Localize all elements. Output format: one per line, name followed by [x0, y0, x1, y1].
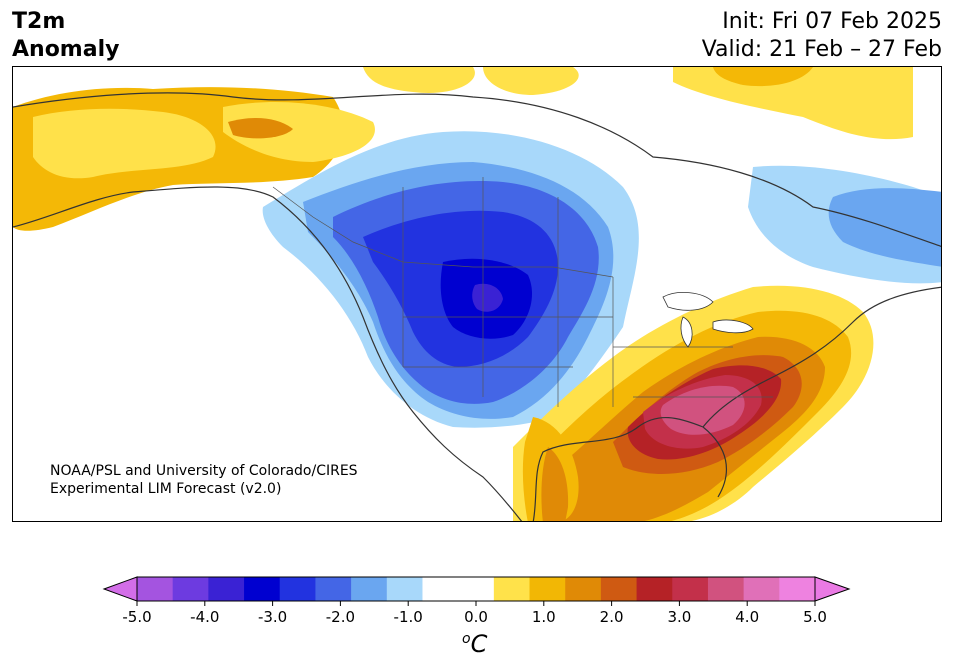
colorbar-tick-label: 2.0 [600, 608, 624, 626]
warm-pink [660, 385, 745, 435]
unit-letter: C [470, 630, 488, 658]
colorbar-cell [172, 577, 209, 601]
map-canvas: NOAA/PSL and University of Colorado/CIRE… [13, 67, 941, 521]
title-line-1: T2m [12, 9, 66, 34]
colorbar-cell [743, 577, 780, 601]
colorbar-cell [529, 577, 566, 601]
colorbar-cell [672, 577, 709, 601]
map-title: T2m Anomaly [12, 8, 119, 64]
yukon-deep-warm [228, 117, 293, 139]
colorbar-ticks: -5.0 -4.0 -3.0 -2.0 -1.0 0.0 1.0 2.0 3.0 4.0 5.0 [122, 601, 827, 626]
colorbar-cell [315, 577, 352, 601]
cold-center [472, 283, 503, 312]
colorbar-cell [137, 577, 174, 601]
greenland-orange [713, 67, 813, 87]
colorbar-cell [386, 577, 423, 601]
init-date: Init: Fri 07 Feb 2025 [722, 9, 942, 34]
unit-degree: o [462, 631, 471, 647]
colorbar-tick-label: 0.0 [464, 608, 488, 626]
colorbar-cell [458, 577, 495, 601]
colorbar-tick-label: 1.0 [532, 608, 556, 626]
svg-text:Experimental LIM Forecast (v2.: Experimental LIM Forecast (v2.0) [50, 481, 281, 497]
colorbar-cell [351, 577, 388, 601]
colorbar-tick-label: 3.0 [667, 608, 691, 626]
colorbar-cell [422, 577, 459, 601]
colorbar-tick-label: -3.0 [258, 608, 287, 626]
colorbar-tick-label: 4.0 [735, 608, 759, 626]
colorbar-tick-label: -4.0 [190, 608, 219, 626]
mexico-deep-warm [541, 447, 569, 521]
colorbar-over-arrow [814, 576, 851, 602]
colorbar-cell [779, 577, 816, 601]
colorbar-cell [244, 577, 281, 601]
svg-text:NOAA/PSL and University of Col: NOAA/PSL and University of Colorado/CIRE… [50, 463, 358, 479]
coastlines [13, 92, 941, 521]
anomaly-map: NOAA/PSL and University of Colorado/CIRE… [12, 66, 942, 522]
greenland-warm [673, 67, 913, 140]
colorbar-cell [493, 577, 531, 601]
colorbar-cell [636, 577, 673, 601]
forecast-dates: Init: Fri 07 Feb 2025 Valid: 21 Feb – 27… [702, 8, 942, 64]
title-line-2: Anomaly [12, 37, 120, 62]
colorbar-tick-label: -2.0 [326, 608, 355, 626]
colorbar-cell [565, 577, 602, 601]
state-borders [272, 177, 773, 407]
colorbar-cell [707, 577, 745, 601]
colorbar-under-arrow [102, 576, 138, 602]
colorbar-tick-label: 5.0 [803, 608, 827, 626]
alaska-light-warm [33, 108, 216, 179]
credit-text: NOAA/PSL and University of Colorado/CIRE… [50, 463, 358, 497]
valid-date: Valid: 21 Feb – 27 Feb [701, 37, 942, 62]
colorbar-tick-label: -5.0 [122, 608, 151, 626]
arctic-warm [363, 67, 475, 93]
colorbar-cell [279, 577, 316, 601]
colorbar-cells [137, 577, 816, 601]
arctic-warm-2 [483, 67, 579, 95]
colorbar-cell [600, 577, 638, 601]
colorbar-tick-label: -1.0 [394, 608, 423, 626]
colorbar-cell [208, 577, 245, 601]
yukon-warm [223, 102, 375, 162]
colorbar-unit: oC [462, 630, 487, 658]
great-lakes [662, 292, 754, 348]
